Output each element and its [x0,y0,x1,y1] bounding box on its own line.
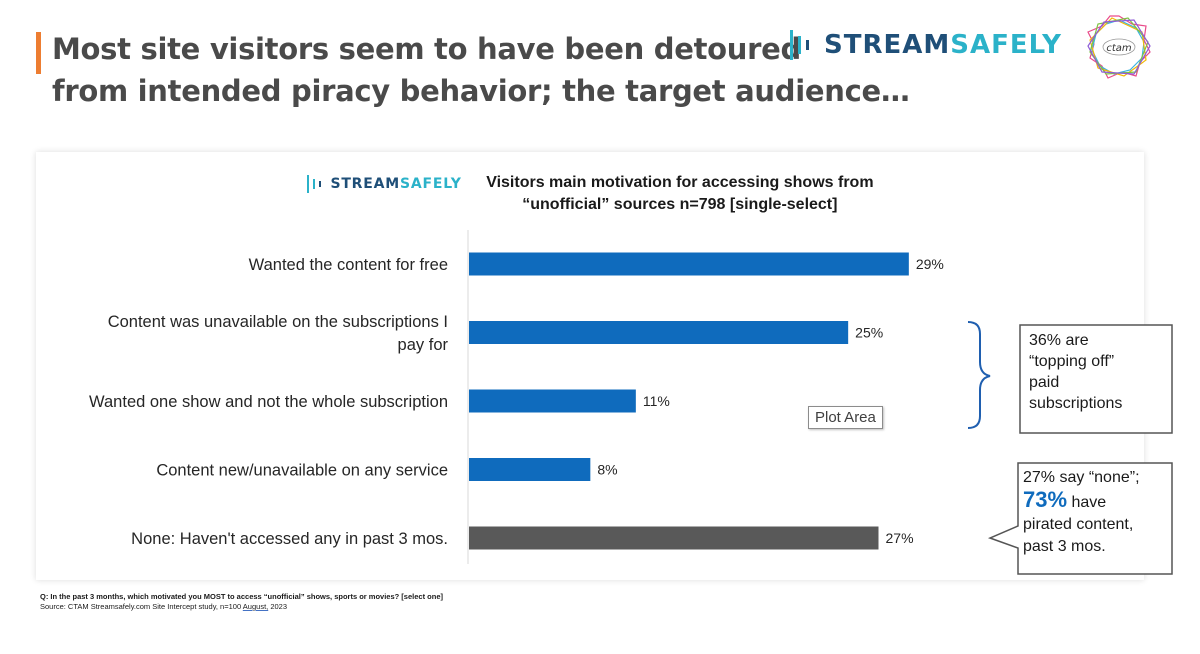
slide-title-line-1: Most site visitors seem to have been det… [52,32,801,66]
bar-5[interactable] [469,526,879,550]
value-label-3: 11% [643,393,670,409]
value-label-2: 25% [855,325,883,341]
slide-title: Most site visitors seem to have been det… [52,28,910,112]
chart-header: STREAMSAFELY Visitors main motivation fo… [36,172,1144,216]
callout-topping-off-line-1: 36% are [1029,332,1089,349]
ctam-logo-text: ctam [1106,43,1132,54]
footnote-source-year: 2023 [268,602,288,611]
plot-area-tooltip: Plot Area [808,406,883,429]
category-label-3-line-1: Wanted one show and not the whole subscr… [89,393,448,411]
callout-none-pirated: 27% say “none”; 73% have pirated content… [1023,467,1173,558]
callout-past-3-mos: past 3 mos. [1023,538,1106,555]
chart-title-line-1: Visitors main motivation for accessing s… [486,174,874,191]
chart-wordmark-safely: SAFELY [400,176,462,192]
footnote: Q: In the past 3 months, which motivated… [40,592,443,612]
chart-streamsafely-wordmark: STREAMSAFELY [330,176,461,192]
callout-topping-off-line-3: paid [1029,374,1060,391]
streamsafely-wordmark: STREAMSAFELY [824,30,1062,60]
callout-have: have [1067,494,1107,511]
chart-panel: STREAMSAFELY Visitors main motivation fo… [36,152,1144,580]
category-label-5-line-1: None: Haven't accessed any in past 3 mos… [131,530,448,548]
streamsafely-bars-icon [790,30,809,60]
footnote-source-prefix: Source: CTAM Streamsafely.com Site Inter… [40,602,243,611]
category-label-1-line-1: Wanted the content for free [249,256,448,274]
bar-4[interactable] [469,458,591,481]
value-label-5: 27% [886,530,914,546]
wordmark-safely: SAFELY [950,30,1062,60]
value-label-4: 8% [597,462,617,478]
chart-title: Visitors main motivation for accessing s… [486,172,873,216]
ctam-logo: ctam [1087,15,1151,79]
category-label-2-line-1: Content was unavailable on the subscript… [108,313,448,331]
slide-title-line-2: from intended piracy behavior; the targe… [52,74,910,108]
callout-topping-off: 36% are “topping off” paid subscriptions [1029,330,1169,414]
bar-3[interactable] [469,389,636,413]
callout-topping-off-line-2: “topping off” [1029,353,1115,370]
bar-1[interactable] [469,252,909,276]
chart-wordmark-stream: STREAM [330,176,400,192]
chart-streamsafely-logo: STREAMSAFELY [306,174,461,194]
callout-topping-off-line-4: subscriptions [1029,395,1123,412]
streamsafely-logo: STREAMSAFELY [788,26,1062,64]
callout-none-line: 27% say “none”; [1023,469,1140,486]
footnote-question: Q: In the past 3 months, which motivated… [40,592,443,601]
title-accent-bar [36,32,41,74]
footnote-source: Source: CTAM Streamsafely.com Site Inter… [40,602,443,612]
callout-pirated-line: 73% have [1023,489,1173,514]
callout-pirated-content: pirated content, [1023,516,1134,533]
bar-2[interactable] [469,321,849,344]
chart-title-line-2: “unofficial” sources n=798 [single-selec… [522,196,838,213]
value-label-1: 29% [916,256,944,272]
bar-chart[interactable]: 29% Wanted the content for free 25% Content… [36,152,1144,580]
streamsafely-bars-small-icon [307,175,322,193]
category-label-2-line-2: pay for [398,336,449,354]
category-label-4-line-1: Content new/unavailable on any service [156,462,448,480]
footnote-source-month: August, [242,602,269,611]
callout-73-percent: 73% [1023,487,1068,512]
wordmark-stream: STREAM [824,30,951,60]
